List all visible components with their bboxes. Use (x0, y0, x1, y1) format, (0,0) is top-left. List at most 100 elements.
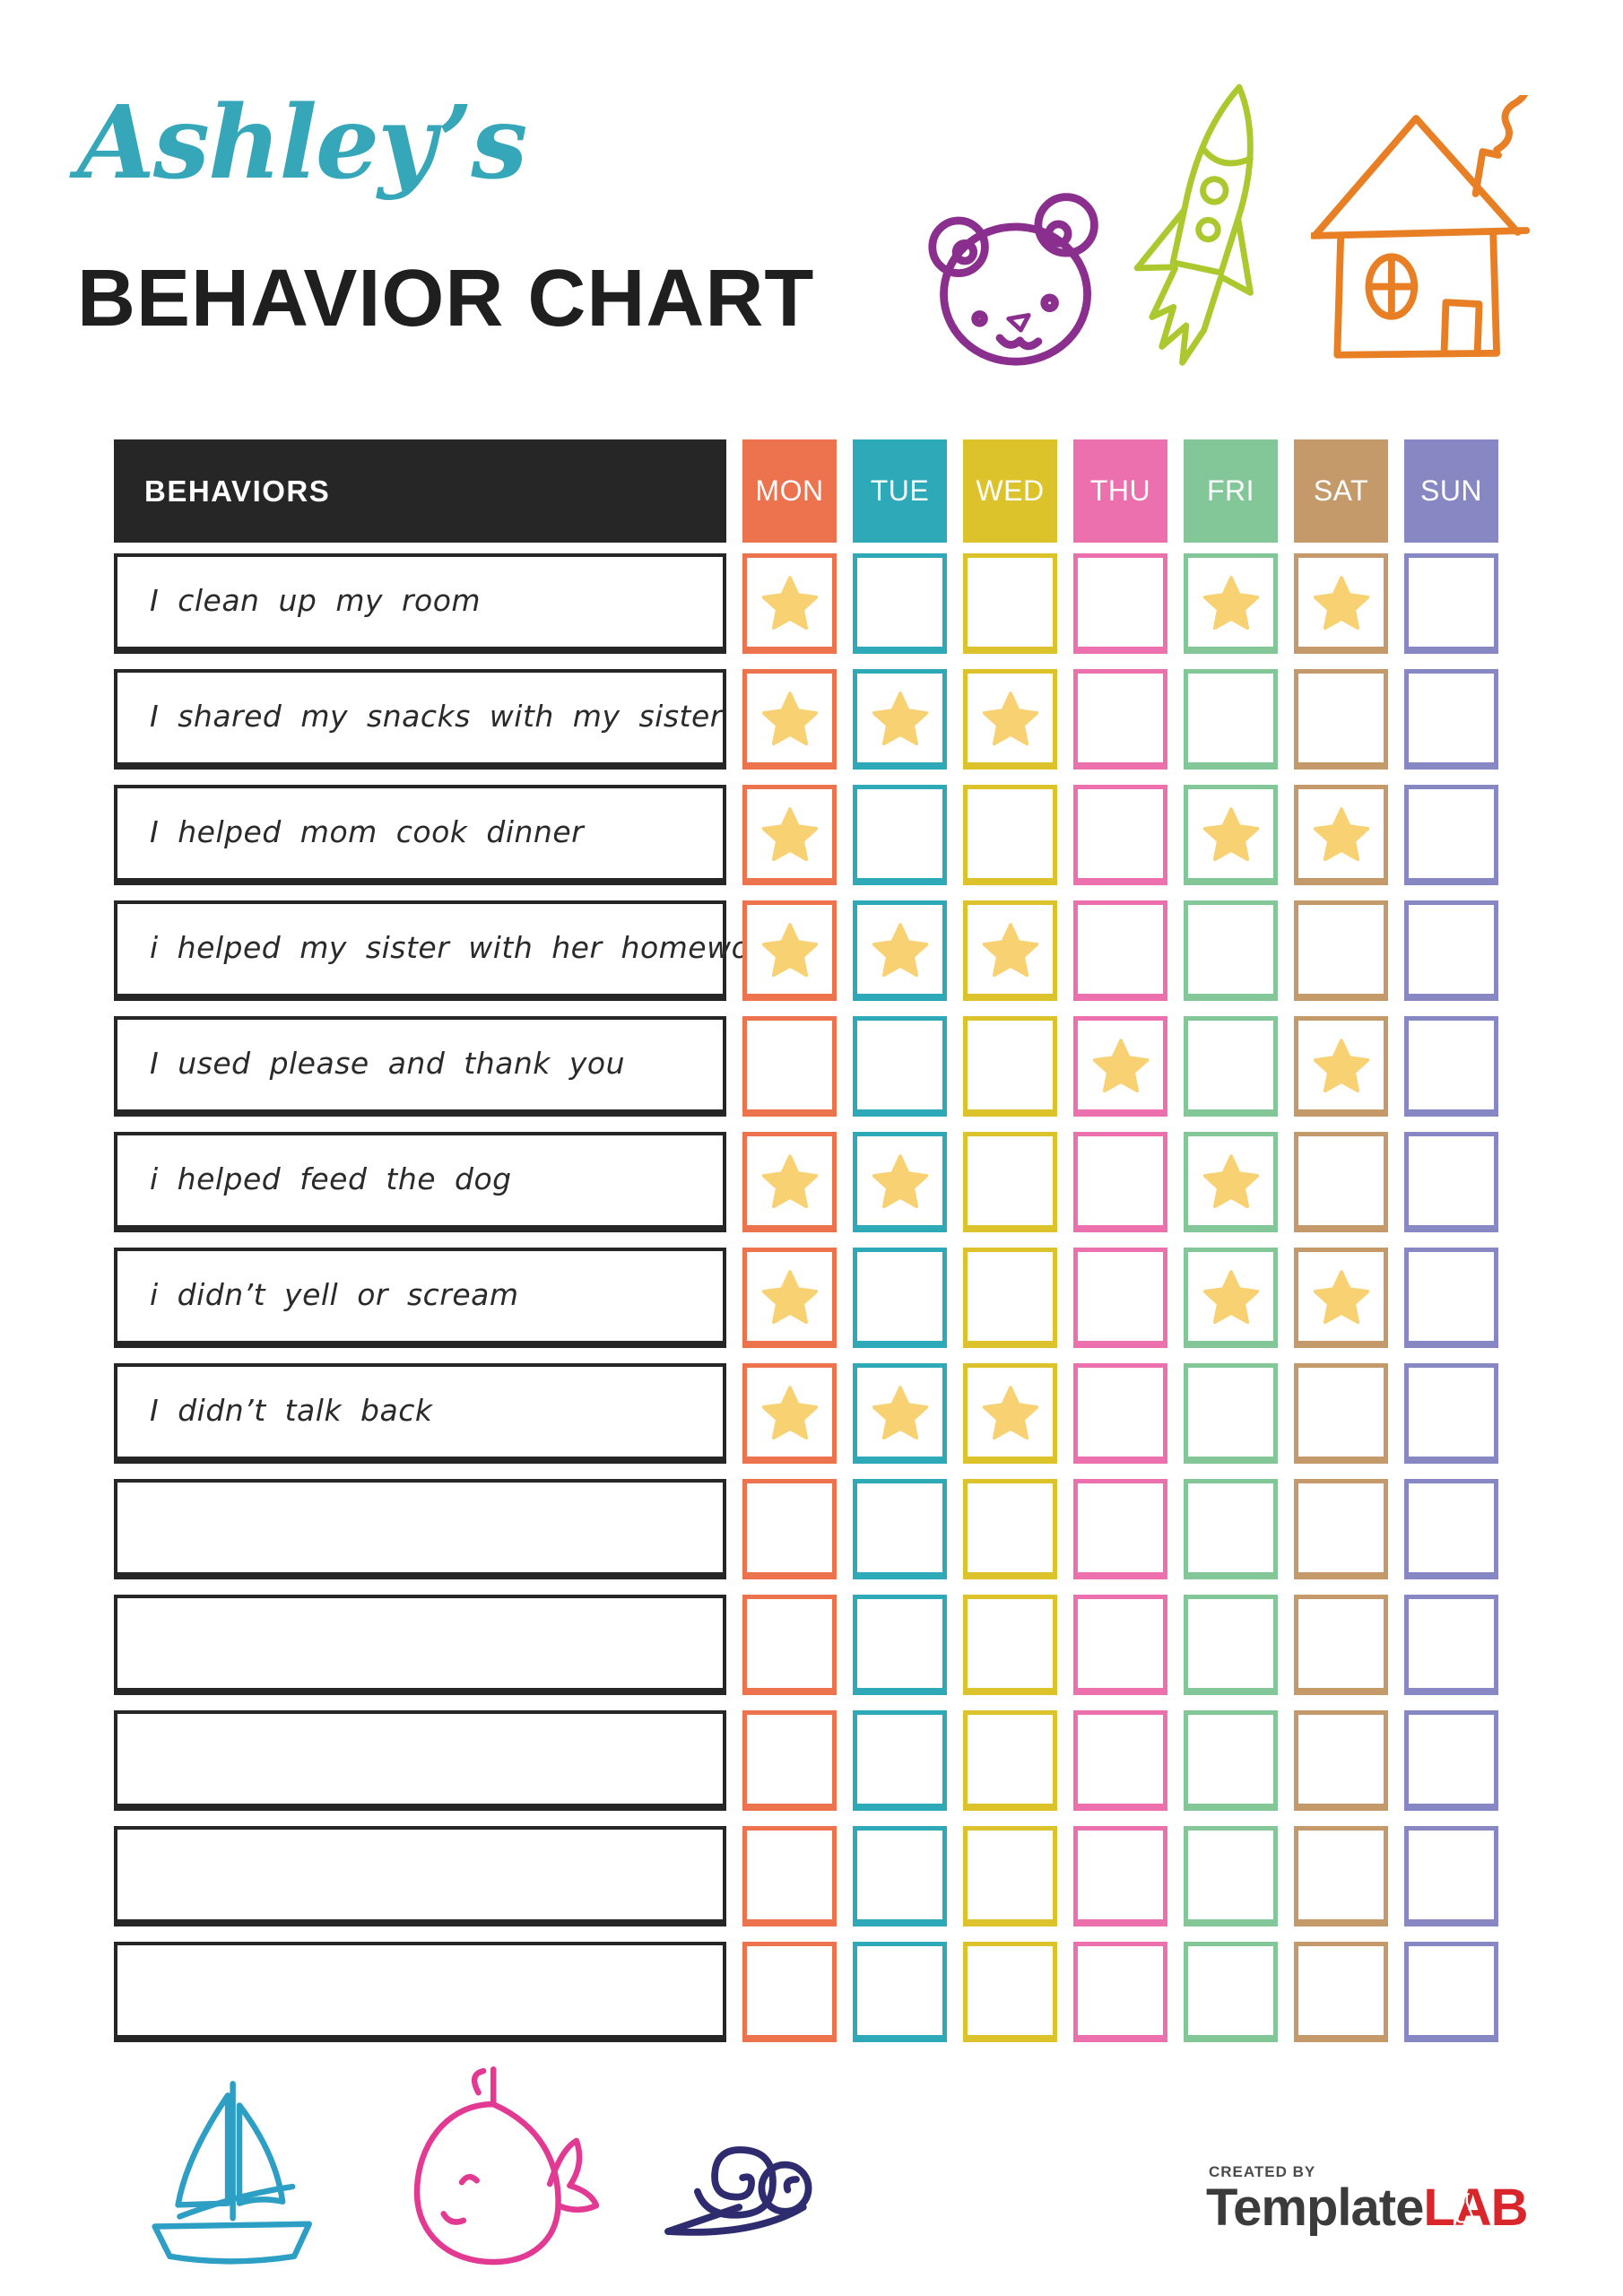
day-cell-mon (742, 1710, 837, 1811)
day-cell-sat (1294, 900, 1388, 1001)
whale-icon (384, 2061, 608, 2274)
day-cell-sat (1294, 1248, 1388, 1348)
day-header-label: THU (1089, 474, 1151, 507)
table-rows: I clean up my room I shared my snacks wi… (114, 553, 1498, 2042)
star-icon (1203, 806, 1259, 862)
star-icon (1203, 575, 1259, 631)
day-cell-fri (1184, 1710, 1278, 1811)
day-cell-tue (853, 1016, 947, 1117)
star-icon (1314, 1038, 1369, 1093)
star-icon (983, 922, 1038, 978)
day-cell-tue (853, 900, 947, 1001)
day-cell-tue (853, 1363, 947, 1464)
brand-suffix-text: LAB (1423, 2179, 1528, 2237)
day-cell-sun (1404, 1479, 1498, 1579)
table-header: BEHAVIORS MON TUE WED THU FRI SAT SUN (114, 439, 1498, 543)
day-cell-sun (1404, 1363, 1498, 1464)
day-cell-wed (963, 900, 1057, 1001)
flask-icon (1456, 2193, 1475, 2223)
day-cell-sun (1404, 553, 1498, 654)
day-cell-sat (1294, 1132, 1388, 1232)
behavior-cell: i didn’t yell or scream (114, 1248, 726, 1348)
day-cell-fri (1184, 1595, 1278, 1695)
day-cell-thu (1073, 1132, 1167, 1232)
day-cell-mon (742, 1479, 837, 1579)
star-icon (762, 1153, 818, 1209)
day-header-thu: THU (1073, 439, 1167, 543)
day-cell-wed (963, 1248, 1057, 1348)
table-row: I used please and thank you (114, 1016, 1498, 1117)
day-cell-wed (963, 1826, 1057, 1926)
day-header-tue: TUE (853, 439, 947, 543)
day-cell-fri (1184, 1132, 1278, 1232)
behavior-cell (114, 1479, 726, 1579)
day-cell-wed (963, 669, 1057, 770)
behavior-label: I used please and thank you (150, 1045, 625, 1081)
star-icon (762, 575, 818, 631)
day-cell-fri (1184, 900, 1278, 1001)
day-cell-thu (1073, 1016, 1167, 1117)
star-icon (1314, 575, 1369, 631)
created-by-label: CREATED BY (1209, 2163, 1316, 2180)
star-icon (1093, 1038, 1149, 1093)
behavior-label: i didn’t yell or scream (150, 1276, 519, 1312)
day-cell-tue (853, 1248, 947, 1348)
star-icon (872, 922, 928, 978)
day-cell-tue (853, 1710, 947, 1811)
behavior-label: I helped mom cook dinner (150, 813, 585, 849)
day-cell-tue (853, 785, 947, 885)
behavior-cell: i helped my sister with her homework (114, 900, 779, 1001)
day-cell-fri (1184, 1016, 1278, 1117)
day-cell-thu (1073, 1248, 1167, 1348)
day-cell-mon (742, 1132, 837, 1232)
behavior-cell (114, 1826, 726, 1926)
day-cell-sat (1294, 1363, 1388, 1464)
table-row (114, 1710, 1498, 1811)
behavior-cell: I used please and thank you (114, 1016, 726, 1117)
day-header-mon: MON (742, 439, 837, 543)
day-cell-mon (742, 1248, 837, 1348)
day-cell-fri (1184, 553, 1278, 654)
day-cell-sat (1294, 1016, 1388, 1117)
day-cell-tue (853, 669, 947, 770)
day-header-sun: SUN (1404, 439, 1498, 543)
star-icon (872, 691, 928, 746)
table-row: I helped mom cook dinner (114, 785, 1498, 885)
table-row: i helped my sister with her homework (114, 900, 1498, 1001)
day-cell-tue (853, 1132, 947, 1232)
day-cell-sun (1404, 1595, 1498, 1695)
behavior-cell: i helped feed the dog (114, 1132, 726, 1232)
day-cell-thu (1073, 1595, 1167, 1695)
day-cell-tue (853, 553, 947, 654)
day-cell-sun (1404, 669, 1498, 770)
day-cell-thu (1073, 553, 1167, 654)
table-row (114, 1479, 1498, 1579)
day-cell-fri (1184, 1248, 1278, 1348)
day-cell-sun (1404, 900, 1498, 1001)
day-header-label: WED (976, 474, 1045, 507)
star-icon (762, 806, 818, 862)
star-icon (1203, 1153, 1259, 1209)
child-name-title: Ashley’s (77, 84, 527, 202)
day-cell-tue (853, 1595, 947, 1695)
day-cell-wed (963, 553, 1057, 654)
day-cell-thu (1073, 1363, 1167, 1464)
brand-logo: CREATED BY TemplateLAB (1206, 2163, 1529, 2237)
day-cell-sat (1294, 1710, 1388, 1811)
day-cell-sat (1294, 669, 1388, 770)
day-cell-sat (1294, 1942, 1388, 2042)
brand-wordmark: TemplateLAB (1206, 2179, 1529, 2237)
day-cell-mon (742, 1595, 837, 1695)
day-cell-sun (1404, 1016, 1498, 1117)
star-icon (1314, 1269, 1369, 1325)
day-cell-thu (1073, 1479, 1167, 1579)
table-row: i helped feed the dog (114, 1132, 1498, 1232)
snail-icon (642, 2115, 850, 2246)
star-icon (872, 1385, 928, 1440)
teddy-bear-icon (925, 187, 1109, 368)
brand-name-text: Template (1206, 2179, 1424, 2237)
behavior-label: I shared my snacks with my sister (150, 698, 723, 734)
day-cell-sat (1294, 1595, 1388, 1695)
behavior-cell: I shared my snacks with my sister (114, 669, 726, 770)
day-cell-thu (1073, 1710, 1167, 1811)
